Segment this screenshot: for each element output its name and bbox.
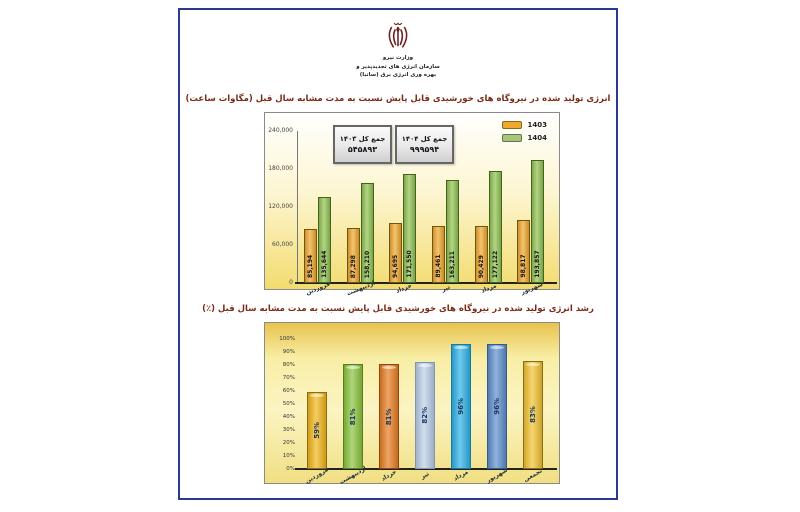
org-line-3: بهره وری انرژی برق (ساتبا): [359, 72, 437, 79]
growth-bar-label-2: 81%: [385, 407, 393, 425]
chart2-ytick-8: 20%: [282, 440, 295, 446]
chart2-ytick-0: 100%: [279, 336, 295, 342]
chart2-x-axis-line: [295, 468, 557, 470]
chart2-ytick-4: 60%: [282, 388, 295, 394]
bar-1403-2: 94,695: [389, 223, 403, 283]
total-1404-label: جمع کل ۱۴۰۴: [401, 135, 448, 143]
bar-1403-5: 98,817: [517, 220, 531, 283]
chart1-title: انرژی تولید شده در نیروگاه های خورشیدی ق…: [185, 94, 611, 104]
report-page: وزارت نیرو سازمان انرژی های تجدیدپذیر و …: [178, 8, 618, 500]
chart2-ytick-3: 70%: [282, 375, 295, 381]
chart2-ytick-5: 50%: [282, 401, 295, 407]
organization-name: وزارت نیرو سازمان انرژی های تجدیدپذیر و …: [180, 54, 616, 80]
bar-1404-0: 135,644: [318, 197, 331, 283]
bar-value-1404-3: 163,211: [449, 250, 456, 278]
bar-1403-4: 90,429: [474, 225, 488, 283]
chart1-ytick-2: 120,000: [268, 203, 293, 210]
growth-bar-6: 83%: [523, 361, 543, 469]
bar-value-1403-4: 90,429: [477, 254, 485, 278]
bar-1404-4: 177,122: [488, 170, 502, 283]
chart2-ytick-7: 30%: [282, 427, 295, 433]
bar-1403-0: 85,194: [304, 229, 317, 283]
total-1403-label: جمع کل ۱۴۰۳: [339, 135, 386, 143]
bar-value-1403-2: 94,695: [392, 254, 400, 278]
bar-value-1403-5: 98,817: [520, 254, 528, 278]
chart2-ytick-2: 80%: [282, 362, 295, 368]
growth-bar-label-4: 96%: [457, 398, 465, 415]
total-1403-value: ۵۴۵۸۹۳: [347, 145, 378, 154]
chart2-ytick-1: 90%: [282, 349, 295, 355]
growth-bar-label-3: 82%: [421, 407, 429, 425]
growth-bar-1: 81%: [343, 363, 363, 469]
legend-swatch-1404: [501, 134, 522, 142]
growth-bar-label-6: 83%: [529, 406, 537, 424]
bar-1404-5: 193,857: [531, 160, 545, 283]
bar-1404-3: 163,211: [446, 179, 459, 283]
bar-value-1404-5: 193,857: [534, 250, 542, 278]
org-line-1: وزارت نیرو: [382, 55, 414, 61]
growth-bar-4: 96%: [451, 344, 471, 469]
bar-value-1404-2: 171,550: [406, 250, 414, 278]
bar-value-1403-1: 87,298: [349, 254, 357, 278]
chart2-ytick-10: 0%: [286, 466, 295, 472]
legend-row-1403: 1403: [501, 121, 547, 129]
chart1-ytick-0: 240,000: [268, 127, 293, 134]
total-box-1403: جمع کل ۱۴۰۳ ۵۴۵۸۹۳: [333, 125, 392, 164]
legend-label-1404: 1404: [527, 134, 547, 142]
chart1-y-axis-line: [297, 131, 298, 283]
growth-bar-2: 81%: [379, 363, 399, 469]
chart1-ytick-3: 60,000: [272, 241, 293, 248]
chart2-ytick-6: 40%: [282, 414, 295, 420]
chart1-x-axis-line: [295, 282, 557, 284]
chart2-title: رشد انرژی تولید شده در نیروگاه های خورشی…: [202, 304, 594, 314]
bar-1404-1: 158,210: [360, 182, 374, 283]
growth-bar-label-1: 81%: [349, 407, 357, 425]
bar-1403-1: 87,298: [346, 227, 360, 283]
total-box-1404: جمع کل ۱۴۰۴ ۹۹۹۵۹۴: [395, 125, 454, 164]
bar-1403-3: 89,461: [432, 226, 445, 283]
bar-value-1403-3: 89,461: [435, 254, 442, 278]
iran-national-emblem-icon: [386, 20, 410, 56]
bar-value-1404-0: 135,644: [321, 250, 328, 278]
legend-label-1403: 1403: [527, 121, 547, 129]
growth-bar-3: 82%: [415, 362, 435, 469]
chart2-ytick-9: 10%: [282, 453, 295, 459]
total-1404-value: ۹۹۹۵۹۴: [409, 145, 440, 154]
growth-bar-0: 59%: [307, 392, 327, 469]
growth-bar-5: 96%: [487, 344, 507, 469]
chart1-ytick-4: 0: [289, 279, 293, 286]
chart-production: 1403 1404 جمع کل ۱۴۰۳ ۵۴۵۸۹۳ جمع کل ۱۴۰۴…: [264, 112, 560, 297]
org-line-2: سازمان انرژی های تجدیدپذیر و: [356, 63, 440, 70]
chart-growth: 100% 90% 80% 70% 60% 50% 40% 30% 20% 10% 0% 59% فرور…: [264, 322, 560, 486]
bar-value-1404-1: 158,210: [363, 250, 371, 278]
chart1-legend: 1403 1404: [501, 121, 547, 147]
bar-value-1403-0: 85,194: [307, 254, 314, 278]
legend-row-1404: 1404: [501, 134, 547, 142]
bar-1404-2: 171,550: [403, 174, 417, 283]
legend-swatch-1403: [501, 121, 522, 129]
growth-bar-label-5: 96%: [493, 398, 501, 415]
chart1-ytick-1: 180,000: [268, 165, 293, 172]
growth-bar-label-0: 59%: [313, 422, 321, 440]
bar-value-1404-4: 177,122: [491, 250, 499, 278]
